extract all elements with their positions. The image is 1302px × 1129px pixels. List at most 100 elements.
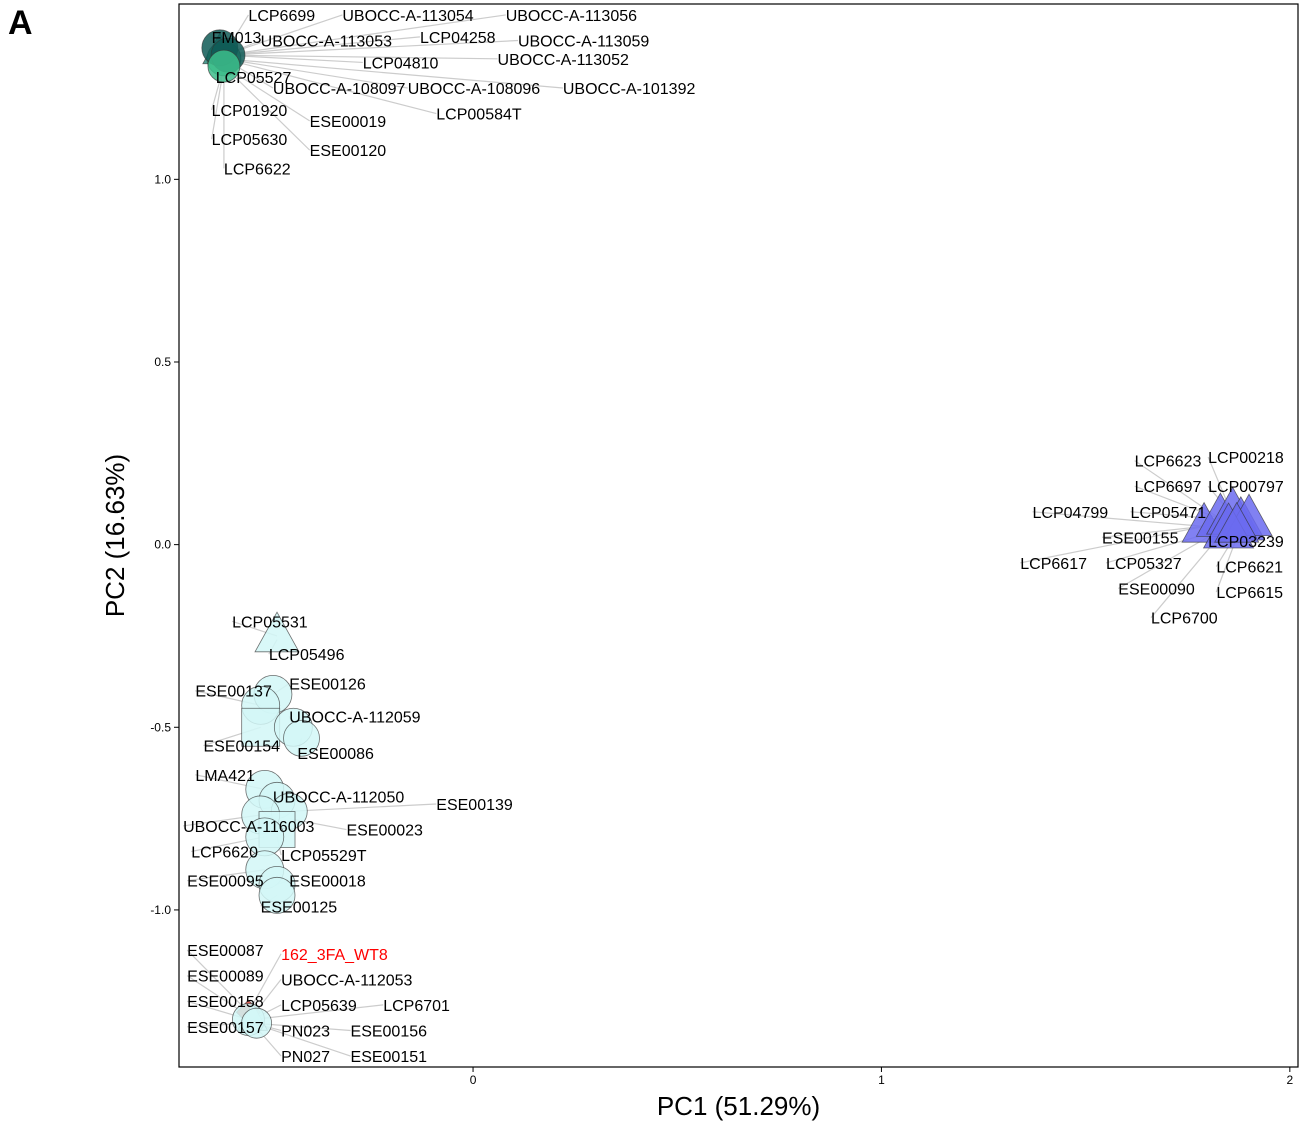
point-label: LCP6615: [1216, 585, 1283, 602]
point-label: LCP6621: [1216, 560, 1283, 577]
point-label: ESE00126: [289, 676, 366, 693]
point-label: LCP6701: [383, 998, 450, 1015]
point-label: ESE00120: [310, 143, 387, 160]
point-label: LCP05471: [1131, 505, 1207, 522]
point-label: ESE00125: [261, 899, 338, 916]
y-tick-label: -0.5: [150, 720, 171, 734]
point-label: LCP6623: [1135, 454, 1202, 471]
point-label: ESE00023: [346, 823, 423, 840]
x-axis-label: PC1 (51.29%): [657, 1091, 820, 1121]
leader-line: [1101, 525, 1205, 538]
point-label: UBOCC-A-113052: [498, 52, 629, 69]
y-axis-ticks: 1.0 0.5 0.0 -0.5 -1.0: [150, 172, 179, 917]
point-label: LCP6617: [1020, 556, 1087, 573]
plot-frame: [178, 3, 1299, 1068]
panel-label: A: [8, 4, 33, 42]
point-label: LCP00797: [1208, 479, 1284, 496]
leader-line: [223, 65, 311, 122]
point-label: LCP6700: [1151, 611, 1218, 628]
point-label: UBOCC-A-108096: [408, 81, 541, 98]
leader-line: [223, 54, 498, 60]
point-label: LCP01920: [212, 103, 288, 120]
point-label: UBOCC-A-113056: [506, 8, 637, 25]
point-label: UBOCC-A-112059: [289, 709, 420, 726]
point-label: UBOCC-A-116003: [183, 819, 314, 836]
data-points: [201, 29, 1273, 1039]
leader-line: [1032, 511, 1205, 527]
point-label: UBOCC-A-113054: [342, 8, 473, 25]
point-label: ESE00087: [187, 943, 264, 960]
point-label: PN023: [281, 1023, 330, 1040]
point-label: UBOCC-A-113053: [261, 34, 392, 51]
point-circle: [241, 1007, 272, 1039]
point-triangle: [254, 611, 300, 653]
point-label: ESE00156: [351, 1023, 428, 1040]
point-label: LCP05529T: [281, 848, 367, 865]
point-label: ESE00018: [289, 874, 366, 891]
point-label: ESE00090: [1118, 581, 1195, 598]
point-label: ESE00089: [187, 969, 264, 986]
point-label: 162_3FA_WT8: [281, 947, 388, 964]
y-tick-label: 0.5: [154, 355, 171, 369]
point-circle: [207, 49, 241, 83]
point-label: ESE00019: [310, 114, 387, 131]
leader-line: [223, 39, 518, 56]
point-label: LCP05327: [1106, 556, 1182, 573]
x-axis-ticks: 0 1 2: [470, 1067, 1293, 1087]
point-label: ESE00086: [297, 746, 374, 763]
leader-line: [223, 65, 311, 151]
x-tick-label: 2: [1286, 1073, 1293, 1087]
point-label: UBOCC-A-108097: [273, 81, 406, 98]
y-tick-label: 1.0: [154, 172, 171, 186]
point-label: PN027: [281, 1049, 330, 1066]
point-label: LCP6620: [191, 844, 258, 861]
point-label: LCP00218: [1208, 450, 1284, 467]
point-label: LCP05531: [232, 614, 308, 631]
leader-line: [223, 58, 563, 89]
point-labels: LCP6699 UBOCC-A-113054 UBOCC-A-113056 FM013…: [183, 8, 1284, 1066]
y-axis-label: PC2 (16.63%): [100, 454, 130, 617]
point-label: LCP6697: [1135, 479, 1202, 496]
point-label: FM013: [212, 30, 262, 47]
leader-line: [289, 803, 437, 812]
point-label: LCP05639: [281, 998, 357, 1015]
leader-line: [223, 14, 506, 56]
leader-line: [223, 58, 408, 89]
point-label: UBOCC-A-112050: [273, 790, 404, 807]
point-label: LCP03239: [1208, 534, 1284, 551]
point-label: LCP00584T: [436, 107, 522, 124]
point-label: UBOCC-A-113059: [518, 34, 649, 51]
leader-line: [1020, 525, 1205, 564]
point-label: LCP04810: [363, 55, 439, 72]
point-label: ESE00139: [436, 797, 513, 814]
leader-line: [252, 1004, 384, 1021]
point-label: UBOCC-A-112053: [281, 972, 412, 989]
point-circle: [283, 719, 320, 757]
point-label: LMA421: [195, 768, 255, 785]
x-tick-label: 1: [878, 1073, 885, 1087]
point-label: ESE00095: [187, 874, 264, 891]
leader-line: [223, 54, 363, 64]
point-triangle: [1214, 501, 1260, 543]
point-label: ESE00157: [187, 1020, 264, 1037]
leader-line: [223, 58, 437, 115]
point-label: LCP6622: [224, 161, 291, 178]
point-square: [241, 707, 281, 747]
leader-line: [186, 949, 249, 1013]
point-label: ESE00155: [1102, 530, 1179, 547]
point-label: ESE00158: [187, 994, 264, 1011]
point-circle: [258, 876, 296, 914]
leader-lines: [183, 14, 1242, 1057]
leader-line: [223, 36, 421, 56]
point-label: LCP05527: [216, 70, 292, 87]
y-tick-label: -1.0: [150, 903, 171, 917]
point-label: LCP6699: [248, 8, 315, 25]
point-label: LCP05496: [269, 647, 345, 664]
point-label: ESE00154: [204, 739, 281, 756]
point-label: UBOCC-A-101392: [563, 81, 696, 98]
x-tick-label: 0: [470, 1073, 477, 1087]
point-label: ESE00151: [351, 1049, 428, 1066]
leader-line: [247, 953, 282, 1013]
